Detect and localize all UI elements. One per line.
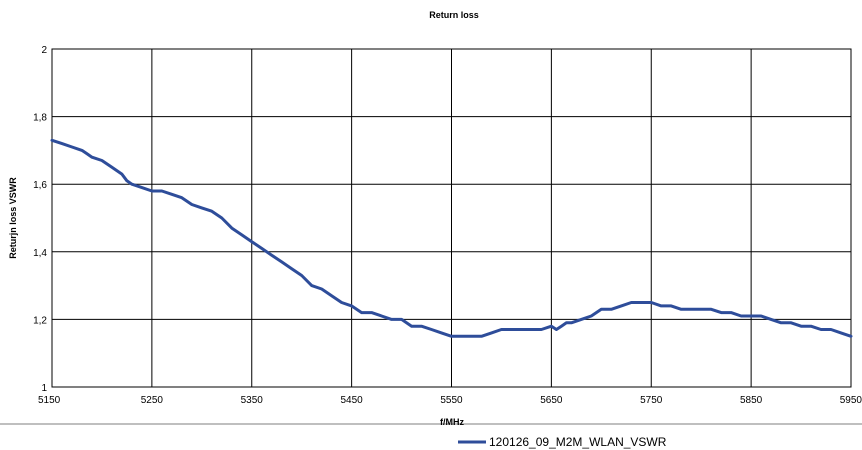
x-tick-label: 5750 (640, 395, 663, 406)
plot-frame (51, 48, 852, 388)
legend: 120126_09_M2M_WLAN_VSWR (458, 435, 667, 449)
y-tick-labels: 1 1,2 1,4 1,6 1,8 2 (33, 45, 47, 394)
x-tick-label: 5550 (440, 395, 463, 406)
y-tick-label: 1 (41, 383, 47, 394)
x-tick-labels: 5150 5250 5350 5450 5550 5650 5750 5850 5950 (38, 395, 862, 406)
y-tick-label: 1,8 (33, 113, 47, 124)
x-tick-label: 5450 (341, 395, 364, 406)
chart-title: Return loss (429, 10, 479, 20)
x-axis-label: f/MHz (440, 417, 464, 427)
series-line-vswr (50, 138, 853, 338)
x-tick-label: 5150 (38, 395, 61, 406)
y-tick-label: 1,6 (33, 180, 47, 191)
y-tick-label: 1,2 (33, 315, 47, 326)
y-tick-label: 1,4 (33, 248, 47, 259)
y-axis-label: Returjn loss VSWR (8, 177, 18, 259)
y-tick-label: 2 (41, 45, 47, 56)
x-tick-label: 5850 (740, 395, 763, 406)
x-tick-label: 5650 (540, 395, 563, 406)
x-tick-label: 5950 (840, 395, 862, 406)
x-tick-label: 5350 (241, 395, 264, 406)
x-tick-label: 5250 (141, 395, 164, 406)
legend-label: 120126_09_M2M_WLAN_VSWR (489, 435, 667, 449)
